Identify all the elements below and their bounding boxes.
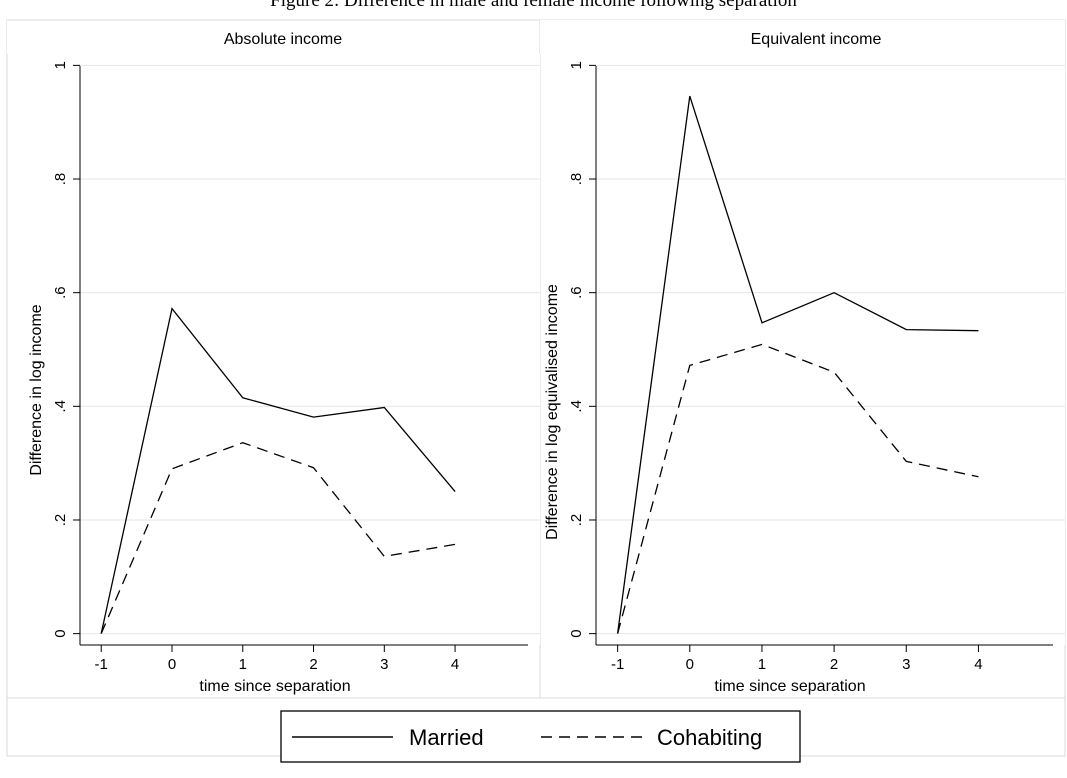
y-tick-label: .8 [52,173,69,186]
x-tick-label: 4 [974,656,982,673]
x-tick-label: 2 [309,656,317,673]
plot-background [596,54,1065,645]
panel-title-equivalent: Equivalent income [751,31,882,48]
y-tick-label: .6 [568,286,585,299]
y-tick-label: 0 [52,629,69,637]
y-tick-label: .8 [568,173,585,186]
x-tick-label: 3 [380,656,388,673]
y-tick-label: 0 [568,629,585,637]
y-tick-label: 1 [52,61,69,69]
series-line-married-absolute [100,307,456,634]
series-line-cohabiting-absolute [100,442,456,634]
panel-title-absolute: Absolute income [224,31,342,48]
y-tick-label: .2 [568,514,585,527]
series-line-married-equivalent [616,95,979,634]
y-tick-label: 1 [568,61,585,69]
y-tick-label: .6 [52,286,69,299]
plot-area-absolute: 0 .2 .4 .6 .8 1 -1 0 1 2 3 4 [52,54,540,673]
y-tick-label: .4 [568,400,585,413]
legend-label-cohabiting: Cohabiting [657,725,762,750]
x-tick-label: 1 [239,656,247,673]
legend-label-married: Married [409,725,484,750]
y-axis-label-equivalent: Difference in log equivalised income [544,284,561,540]
y-axis-label-absolute: Difference in log income [28,304,45,475]
y-tick-label: .4 [52,400,69,413]
panel-title-strip-equivalent [540,20,1065,54]
plot-area-equivalent: 0 .2 .4 .6 .8 1 -1 0 1 2 3 4 [568,54,1065,673]
x-tick-label: -1 [611,656,624,673]
figure-title: Figure 2: Difference in male and female … [270,0,797,11]
x-tick-label: 1 [758,656,766,673]
x-axis-label-absolute: time since separation [199,678,350,695]
x-tick-label: 0 [686,656,694,673]
x-tick-label: -1 [95,656,108,673]
plot-background [80,54,540,645]
x-tick-label: 4 [451,656,459,673]
y-tick-label: .2 [52,514,69,527]
x-tick-label: 3 [902,656,910,673]
x-axis-label-equivalent: time since separation [714,678,865,695]
x-tick-label: 2 [830,656,838,673]
x-tick-label: 0 [168,656,176,673]
legend: Married Cohabiting [280,710,801,763]
panel-title-strip-absolute [7,20,540,54]
